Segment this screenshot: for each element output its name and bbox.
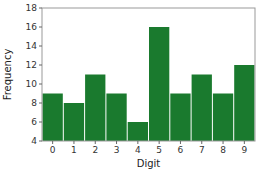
bar (106, 94, 126, 142)
bar (149, 27, 169, 141)
bar (128, 122, 148, 141)
x-tick (116, 141, 117, 144)
x-tick-label: 5 (156, 145, 162, 155)
y-tick-label: 12 (26, 60, 37, 70)
x-tick-label: 1 (71, 145, 77, 155)
y-tick (39, 103, 42, 104)
x-tick-label: 6 (178, 145, 184, 155)
y-tick-label: 4 (31, 136, 37, 146)
y-tick-label: 8 (31, 98, 37, 108)
y-tick (39, 84, 42, 85)
y-tick (39, 122, 42, 123)
y-tick-label: 18 (26, 3, 38, 13)
y-tick-label: 14 (26, 41, 38, 51)
y-tick-label: 16 (26, 22, 38, 32)
x-tick-label: 4 (135, 145, 141, 155)
y-tick (39, 46, 42, 47)
bar (85, 75, 105, 142)
y-axis-label: Frequency (2, 49, 13, 101)
x-tick-label: 8 (220, 145, 226, 155)
x-tick (73, 141, 74, 144)
y-tick (39, 141, 42, 142)
y-tick-label: 10 (26, 79, 38, 89)
x-tick-label: 7 (199, 145, 205, 155)
y-tick (39, 8, 42, 9)
x-tick-label: 3 (114, 145, 120, 155)
x-tick (201, 141, 202, 144)
x-tick (223, 141, 224, 144)
y-tick (39, 27, 42, 28)
x-tick (52, 141, 53, 144)
x-tick (159, 141, 160, 144)
x-tick (95, 141, 96, 144)
bar (170, 94, 190, 142)
bar (64, 103, 84, 141)
x-tick (137, 141, 138, 144)
y-tick (39, 65, 42, 66)
x-axis-label: Digit (137, 158, 161, 169)
x-tick-label: 9 (241, 145, 247, 155)
x-tick (244, 141, 245, 144)
bar (43, 94, 63, 142)
bar (234, 65, 254, 141)
bars (43, 27, 255, 141)
x-tick-label: 0 (50, 145, 56, 155)
bar (213, 94, 233, 142)
y-tick-label: 6 (31, 117, 37, 127)
bar (192, 75, 212, 142)
x-tick-label: 2 (92, 145, 98, 155)
plot-frame (42, 8, 255, 141)
chart: 01234567894681012141618DigitFrequency (0, 0, 263, 171)
x-tick (180, 141, 181, 144)
